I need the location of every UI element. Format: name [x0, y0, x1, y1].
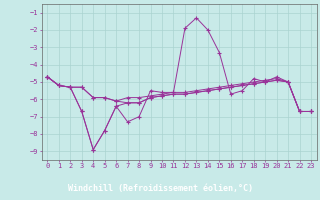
Text: Windchill (Refroidissement éolien,°C): Windchill (Refroidissement éolien,°C) [68, 184, 252, 193]
